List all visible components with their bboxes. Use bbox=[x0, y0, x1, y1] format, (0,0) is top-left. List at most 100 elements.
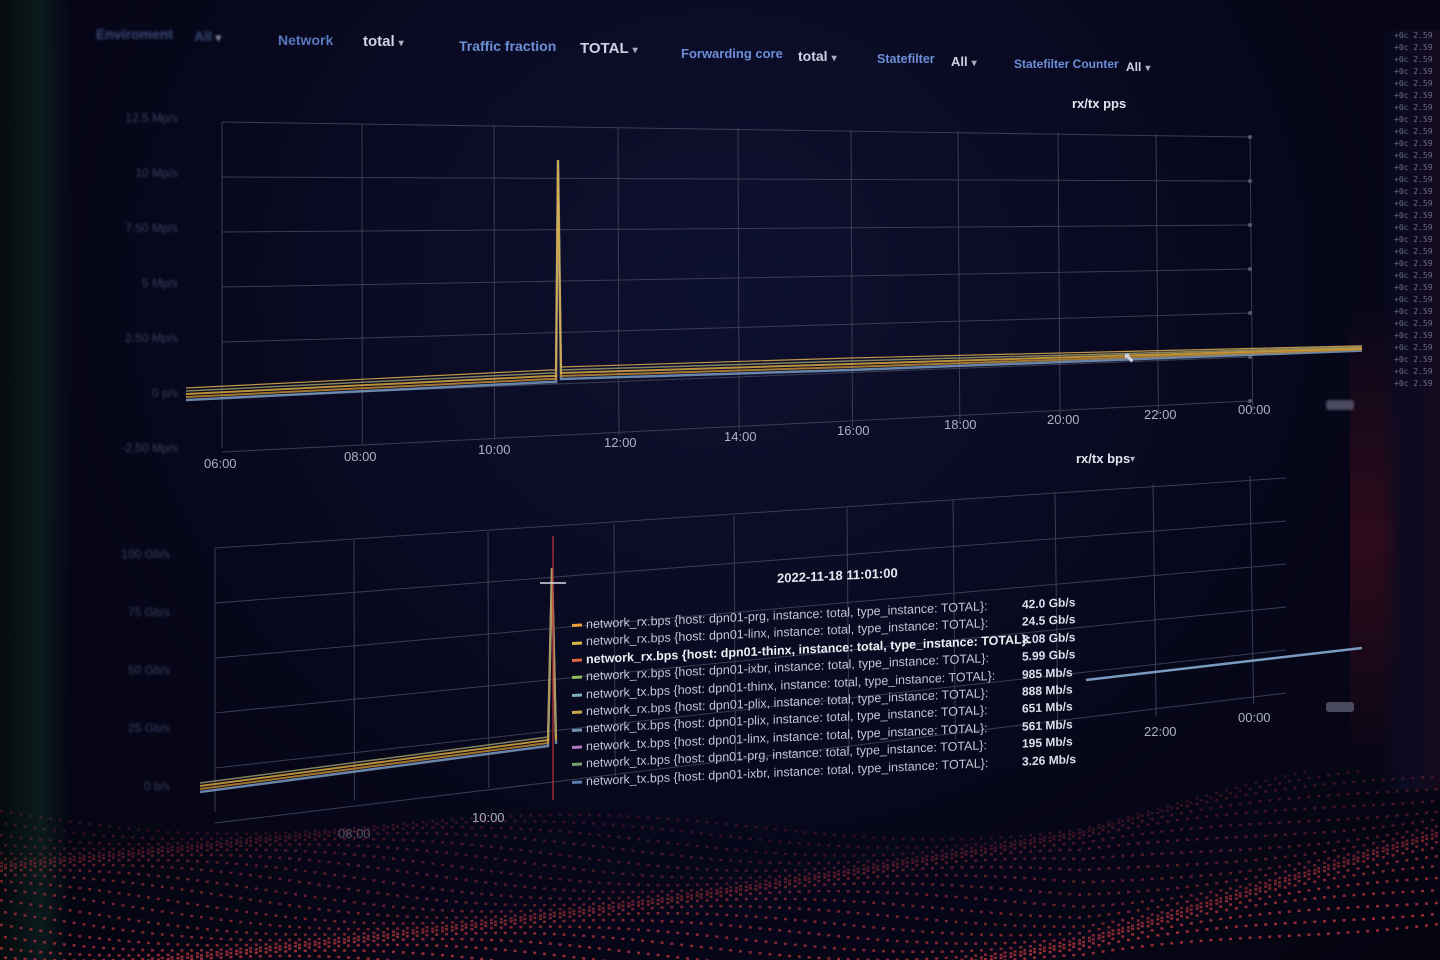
terrain-dot bbox=[758, 927, 762, 930]
terrain-dot bbox=[837, 957, 840, 960]
terrain-dot bbox=[1042, 949, 1046, 953]
terrain-dot bbox=[1303, 882, 1307, 885]
terrain-dot bbox=[1268, 883, 1272, 887]
terrain-dot bbox=[1048, 831, 1052, 835]
terrain-dot bbox=[1327, 794, 1330, 797]
terrain-dot bbox=[1254, 888, 1258, 891]
side-log-line: +0c 2.59 bbox=[1394, 211, 1433, 220]
statefilter-counter-select[interactable]: All ▾ bbox=[1126, 60, 1150, 74]
terrain-dot bbox=[1111, 929, 1115, 932]
terrain-dot bbox=[480, 892, 484, 896]
terrain-dot bbox=[13, 937, 17, 940]
terrain-dot bbox=[944, 874, 948, 877]
terrain-dot bbox=[944, 855, 948, 859]
terrain-dot bbox=[1405, 903, 1409, 906]
terrain-dot bbox=[543, 920, 546, 924]
terrain-dot bbox=[656, 912, 660, 915]
terrain-dot bbox=[445, 821, 448, 825]
terrain-dot bbox=[176, 943, 180, 946]
terrain-dot bbox=[1342, 864, 1346, 868]
terrain-dot bbox=[225, 832, 229, 836]
terrain-dot bbox=[1430, 829, 1434, 832]
terrain-dot bbox=[1274, 901, 1277, 904]
terrain-dot bbox=[1033, 877, 1036, 880]
forwarding-core-select[interactable]: total ▾ bbox=[798, 48, 837, 64]
terrain-dot bbox=[1140, 945, 1144, 948]
terrain-dot bbox=[366, 943, 370, 947]
terrain-dot bbox=[1166, 864, 1170, 867]
terrain-dot bbox=[1254, 904, 1258, 907]
terrain-dot bbox=[758, 891, 762, 895]
terrain-dot bbox=[1127, 826, 1130, 830]
terrain-dot bbox=[1107, 845, 1111, 848]
terrain-dot bbox=[954, 895, 958, 899]
terrain-dot bbox=[1180, 923, 1183, 927]
terrain-dot bbox=[1019, 913, 1023, 917]
bps-panel-title-button[interactable]: rx/tx bps ▾ bbox=[1076, 451, 1135, 466]
terrain-dot bbox=[474, 855, 478, 858]
terrain-dot bbox=[558, 925, 562, 928]
terrain-dot bbox=[1225, 908, 1228, 912]
terrain-dot bbox=[1293, 772, 1297, 776]
terrain-dot bbox=[1405, 878, 1409, 882]
terrain-dot bbox=[1166, 839, 1170, 843]
terrain-dot bbox=[925, 855, 929, 858]
terrain-dot bbox=[597, 833, 601, 837]
terrain-dot bbox=[768, 875, 772, 879]
terrain-dot bbox=[568, 813, 572, 817]
terrain-dot bbox=[940, 854, 944, 857]
terrain-dot bbox=[205, 951, 209, 955]
terrain-dot bbox=[1097, 867, 1101, 871]
terrain-dot bbox=[729, 924, 733, 927]
terrain-dot bbox=[739, 888, 742, 891]
terrain-dot bbox=[460, 817, 464, 821]
terrain-dot bbox=[768, 881, 772, 885]
terrain-dot bbox=[1166, 820, 1170, 823]
terrain-dot bbox=[803, 830, 807, 834]
terrain-dot bbox=[1111, 932, 1115, 936]
terrain-dot bbox=[435, 874, 439, 878]
statefilter-select[interactable]: All ▾ bbox=[951, 54, 977, 69]
terrain-dot bbox=[931, 838, 934, 841]
terrain-dot bbox=[788, 890, 791, 894]
terrain-dot bbox=[539, 851, 542, 854]
terrain-dot bbox=[758, 838, 762, 841]
terrain-dot bbox=[1176, 807, 1179, 810]
terrain-dot bbox=[1136, 842, 1140, 845]
terrain-dot bbox=[523, 837, 527, 840]
terrain-dot bbox=[313, 833, 317, 836]
terrain-dot bbox=[562, 913, 566, 917]
terrain-dot bbox=[490, 893, 493, 897]
terrain-dot bbox=[533, 886, 537, 889]
terrain-dot bbox=[901, 950, 905, 953]
terrain-dot bbox=[935, 845, 938, 849]
terrain-dot bbox=[1248, 847, 1252, 851]
network-select[interactable]: total ▾ bbox=[363, 33, 404, 50]
terrain-dot bbox=[1425, 877, 1428, 880]
terrain-dot bbox=[1215, 902, 1219, 905]
terrain-dot bbox=[298, 880, 301, 884]
terrain-dot bbox=[568, 907, 572, 910]
terrain-dot bbox=[1346, 771, 1350, 774]
terrain-dot bbox=[774, 897, 778, 901]
terrain-dot bbox=[200, 846, 203, 850]
terrain-dot bbox=[940, 849, 944, 853]
terrain-dot bbox=[1283, 900, 1287, 903]
traffic-fraction-select[interactable]: TOTAL ▾ bbox=[580, 40, 638, 57]
terrain-dot bbox=[842, 923, 846, 926]
terrain-dot bbox=[862, 948, 866, 952]
bps-panel-title: rx/tx bps bbox=[1076, 451, 1130, 466]
terrain-dot bbox=[343, 830, 346, 834]
terrain-dot bbox=[670, 853, 674, 857]
terrain-dot bbox=[1068, 892, 1072, 896]
terrain-dot bbox=[323, 872, 327, 875]
terrain-dot bbox=[1003, 955, 1007, 958]
terrain-dot bbox=[13, 866, 17, 869]
terrain-dot bbox=[921, 838, 925, 841]
terrain-dot bbox=[1346, 853, 1350, 856]
terrain-dot bbox=[264, 951, 268, 954]
env-select[interactable]: All ▾ bbox=[194, 28, 221, 44]
terrain-dot bbox=[499, 871, 503, 874]
terrain-dot bbox=[1199, 920, 1203, 924]
terrain-dot bbox=[856, 860, 860, 864]
